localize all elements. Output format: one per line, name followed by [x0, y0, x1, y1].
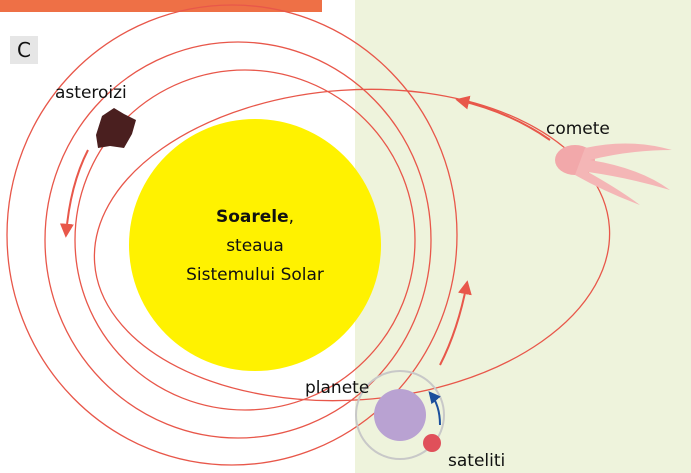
sun-punctuation: ,	[289, 207, 294, 227]
comets-label: comete	[546, 119, 610, 139]
sun-line: Sistemului Solar	[186, 265, 324, 285]
panel-label: C	[17, 38, 31, 62]
top-bar	[0, 0, 322, 12]
diagram: C Soarele, steaua Sistemului Solar aster…	[0, 0, 691, 473]
planets-label: planete	[305, 378, 369, 398]
satellites-label: sateliti	[448, 451, 505, 471]
asteroids-label: asteroizi	[55, 83, 127, 103]
satellite	[423, 434, 441, 452]
sun-label: Soarele,	[216, 207, 294, 227]
sun-name: Soarele	[216, 207, 289, 227]
planet	[374, 389, 426, 441]
sun-line: steaua	[226, 236, 284, 256]
